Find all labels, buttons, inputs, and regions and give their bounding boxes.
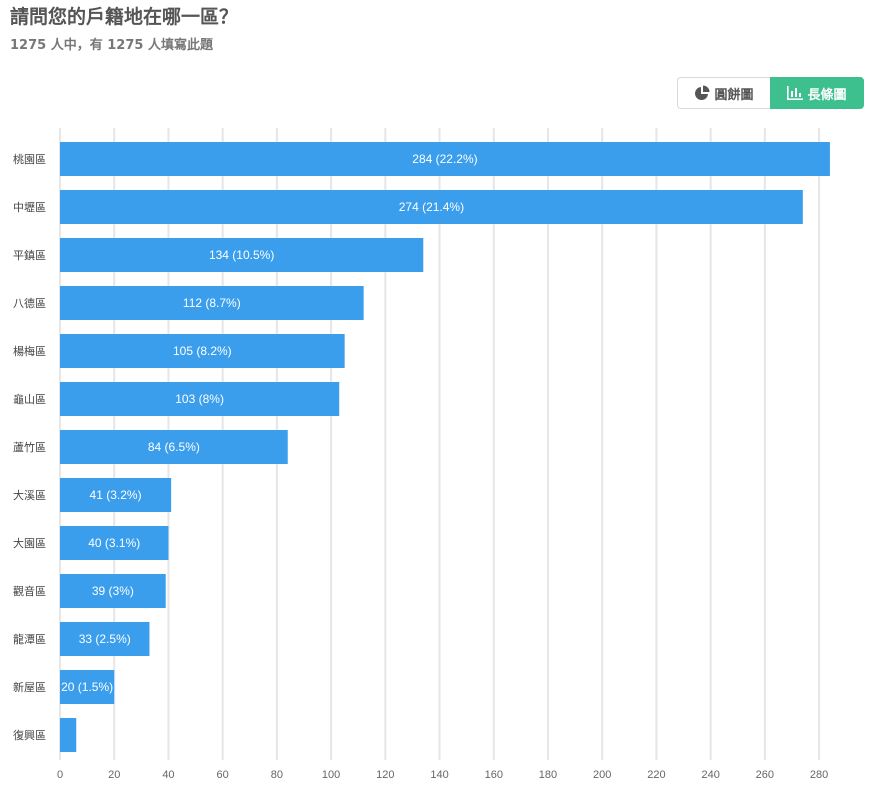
bar: [60, 670, 115, 704]
bar: [60, 718, 77, 752]
pie-chart-icon: [695, 85, 710, 100]
pie-chart-label: 圓餅圖: [714, 87, 754, 103]
bar: [60, 190, 803, 224]
x-tick-label: 140: [430, 769, 448, 781]
response-count: 1275 人中，有 1275 人填寫此題: [10, 38, 213, 53]
category-label: 八德區: [13, 296, 46, 310]
x-tick-label: 260: [756, 769, 774, 781]
x-tick-label: 40: [162, 769, 174, 781]
bar: [60, 574, 166, 608]
category-label: 龜山區: [13, 393, 46, 406]
bar-chart-icon: [787, 86, 804, 100]
x-tick-label: 60: [217, 769, 229, 781]
bar-chart-button[interactable]: 長條圖: [770, 77, 864, 109]
category-label: 桃園區: [13, 152, 46, 166]
pie-chart-button[interactable]: 圓餅圖: [677, 77, 770, 109]
bar: [60, 334, 345, 368]
category-label: 楊梅區: [13, 344, 46, 358]
x-tick-label: 220: [647, 769, 665, 781]
category-label: 大溪區: [13, 488, 46, 502]
chart-type-toggle: 圓餅圖 長條圖: [677, 77, 864, 109]
x-tick-label: 80: [271, 769, 283, 781]
category-label: 觀音區: [13, 584, 46, 598]
data-label: 105 (8.2%): [173, 344, 232, 358]
data-label: 33 (2.5%): [79, 632, 131, 646]
bar: [60, 622, 150, 656]
question-title: 請問您的戶籍地在哪一區？: [10, 6, 239, 28]
x-tick-label: 280: [810, 769, 828, 781]
x-tick-label: 180: [539, 769, 557, 781]
bar: [60, 142, 830, 176]
category-label: 蘆竹區: [13, 440, 46, 454]
x-tick-label: 0: [57, 769, 63, 781]
data-label: 41 (3.2%): [90, 488, 142, 502]
category-label: 大園區: [13, 536, 46, 550]
data-label: 134 (10.5%): [209, 248, 274, 262]
data-label: 40 (3.1%): [88, 536, 140, 550]
bar: [60, 478, 172, 512]
data-label: 274 (21.4%): [399, 200, 464, 214]
data-label: 84 (6.5%): [148, 440, 200, 454]
data-label: 112 (8.7%): [183, 296, 241, 310]
category-label: 新屋區: [13, 680, 46, 694]
data-label: 39 (3%): [92, 584, 134, 598]
bar: [60, 238, 424, 272]
bar: [60, 286, 364, 320]
data-label: 103 (8%): [175, 392, 224, 406]
data-label: 284 (22.2%): [412, 152, 477, 166]
bar-chart-label: 長條圖: [807, 87, 847, 103]
x-tick-label: 100: [322, 769, 340, 781]
x-tick-label: 20: [108, 769, 120, 781]
x-tick-label: 160: [485, 769, 503, 781]
bar: [60, 526, 169, 560]
x-tick-label: 240: [701, 769, 719, 781]
x-tick-label: 200: [593, 769, 611, 781]
category-label: 平鎮區: [13, 248, 46, 262]
category-label: 龍潭區: [13, 632, 46, 646]
bar: [60, 430, 288, 464]
category-label: 復興區: [13, 729, 46, 742]
x-tick-label: 120: [376, 769, 394, 781]
category-label: 中壢區: [13, 200, 46, 214]
data-label: 20 (1.5%): [61, 680, 113, 694]
bar: [60, 382, 340, 416]
